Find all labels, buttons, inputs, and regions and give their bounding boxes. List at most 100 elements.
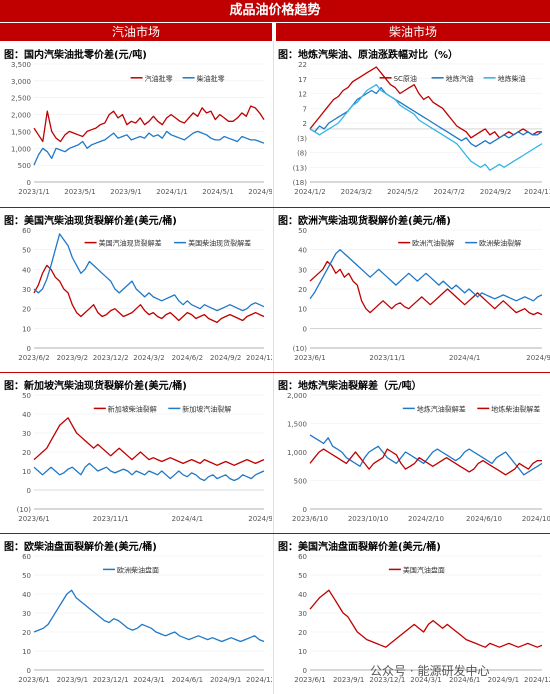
chart-title-p4: 图：欧洲汽柴油现货裂解价差(美元/桶) xyxy=(278,216,451,227)
x-tick-label: 2023/12/2 xyxy=(93,354,129,362)
row-divider xyxy=(0,533,550,534)
legend-label: 柴油批零 xyxy=(197,74,225,83)
y-tick-label: 1,000 xyxy=(287,449,307,457)
y-tick-label: 1,500 xyxy=(287,421,307,429)
chart-p2: (18) (13) (8) (3) 2 7 12 17 22 2024/1/2 2024/3/2 20… xyxy=(293,61,550,196)
y-tick-label: 10 xyxy=(298,306,307,314)
x-tick-label: 2023/10/10 xyxy=(348,515,388,523)
x-tick-label: 2023/12/1 xyxy=(369,676,405,684)
y-tick-label: 20 xyxy=(22,629,31,637)
y-tick-label: 40 xyxy=(22,591,31,599)
x-tick-label: 2024/6/1 xyxy=(172,676,203,684)
watermark-text: 公众号 · 能源研发中心 xyxy=(370,664,490,678)
y-tick-label: 30 xyxy=(298,266,307,274)
legend-label: 新加坡汽油裂解 xyxy=(182,404,231,413)
legend-label: 汽油批零 xyxy=(145,74,173,83)
legend-label: 美国柴油现货裂解差 xyxy=(188,239,251,248)
chart-title-p2: 图：地炼汽柴油、原油涨跌幅对比（%） xyxy=(278,50,459,61)
y-tick-label: 0 xyxy=(303,325,307,333)
series-line-2 xyxy=(33,130,265,166)
series-line-2 xyxy=(309,249,543,302)
x-tick-label: 2024/12/1 xyxy=(246,676,272,684)
y-tick-label: 2 xyxy=(303,120,307,128)
chart-title-p7: 图：欧柴油盘面裂解价差(美元/桶) xyxy=(4,542,157,553)
column-divider xyxy=(273,41,274,694)
chart-title-p3: 图：美国汽柴油现货裂解价差(美元/桶) xyxy=(4,216,177,227)
x-tick-label: 2023/6/1 xyxy=(294,676,325,684)
y-tick-label: 2,000 xyxy=(287,392,307,400)
x-tick-label: 2024/1/1 xyxy=(156,188,187,196)
y-tick-label: (13) xyxy=(293,164,308,172)
y-tick-label: 50 xyxy=(22,572,31,580)
legend-label: 欧洲柴油裂解 xyxy=(479,239,521,248)
column-header-gasoline: 汽油市场 xyxy=(0,23,272,41)
y-tick-label: 0 xyxy=(303,667,307,675)
y-tick-label: 22 xyxy=(298,61,307,69)
series-line-1 xyxy=(33,105,265,143)
x-tick-label: 2023/11/1 xyxy=(93,515,129,523)
y-tick-label: 10 xyxy=(22,325,31,333)
x-tick-label: 2024/6/2 xyxy=(172,354,203,362)
chart-p3: 0 10 20 30 40 50 60 2023/6/2 2023/9/2 2023/12/2 20… xyxy=(18,227,272,362)
legend-label: 美国汽油盘面 xyxy=(403,565,445,574)
chart-title-p5: 图：新加坡汽柴油现货裂解价差(美元/桶) xyxy=(4,381,187,392)
y-tick-label: 0 xyxy=(27,345,31,353)
legend-label: 欧洲柴油盘面 xyxy=(117,565,159,574)
y-tick-label: 60 xyxy=(22,553,31,561)
y-tick-label: 20 xyxy=(298,286,307,294)
x-tick-label: 2024/4/1 xyxy=(172,515,203,523)
legend-label: 地炼汽油 xyxy=(446,74,474,83)
chart-p1: 0 500 1,000 1,500 2,000 2,500 3,000 3,500 2023/1… xyxy=(11,61,272,196)
y-tick-label: 3,500 xyxy=(11,61,31,69)
y-tick-label: 30 xyxy=(22,610,31,618)
y-tick-label: 1,500 xyxy=(11,128,31,136)
series-line-1 xyxy=(33,264,265,324)
y-tick-label: 20 xyxy=(22,306,31,314)
y-tick-label: 20 xyxy=(298,629,307,637)
y-tick-label: (10) xyxy=(293,345,308,353)
x-tick-label: 2023/12/1 xyxy=(93,676,129,684)
y-tick-label: 3,000 xyxy=(11,78,31,86)
y-tick-label: 10 xyxy=(298,648,307,656)
legend-label: 地炼柴油裂解差 xyxy=(491,404,540,413)
x-tick-label: 2023/6/1 xyxy=(294,354,325,362)
series-line-1 xyxy=(309,260,543,316)
legend-label: 地炼柴油 xyxy=(498,74,526,83)
x-tick-label: 2024/9/1 xyxy=(488,676,519,684)
chart-title-p6: 图：地炼汽柴油裂解差（元/吨） xyxy=(278,381,422,392)
x-tick-label: 2024/7/2 xyxy=(433,188,464,196)
x-tick-label: 2024/2/10 xyxy=(408,515,444,523)
y-tick-label: 7 xyxy=(303,105,307,113)
series-line-1 xyxy=(309,589,543,648)
x-tick-label: 2023/9/1 xyxy=(110,188,141,196)
y-tick-label: 30 xyxy=(22,286,31,294)
y-tick-label: 40 xyxy=(22,266,31,274)
y-tick-label: 2,000 xyxy=(11,112,31,120)
series-line-3 xyxy=(309,84,543,171)
legend-label: 欧洲汽油裂解 xyxy=(412,239,454,248)
y-tick-label: 1,000 xyxy=(11,145,31,153)
row-divider xyxy=(0,372,550,373)
y-tick-label: 500 xyxy=(294,478,307,486)
y-tick-label: 60 xyxy=(298,553,307,561)
x-tick-label: 2024/12/1 xyxy=(524,676,550,684)
y-tick-label: (18) xyxy=(293,179,308,187)
chart-title-p1: 图：国内汽柴油批零价差(元/吨) xyxy=(4,50,147,61)
y-tick-label: 50 xyxy=(298,572,307,580)
y-tick-label: 40 xyxy=(22,411,31,419)
series-line-2 xyxy=(309,448,542,476)
x-tick-label: 2023/6/10 xyxy=(292,515,328,523)
x-tick-label: 2023/6/2 xyxy=(18,354,49,362)
chart-p4: (10) 0 10 20 30 40 50 2023/6/1 2023/11/1 2024/4/1… xyxy=(293,227,550,362)
x-tick-label: 2024/11/2 xyxy=(524,188,550,196)
x-tick-label: 2023/6/1 xyxy=(18,676,49,684)
x-tick-label: 2023/1/1 xyxy=(18,188,49,196)
x-tick-label: 2023/9/1 xyxy=(57,676,88,684)
x-tick-label: 2024/5/2 xyxy=(387,188,418,196)
x-tick-label: 2023/9/1 xyxy=(333,676,364,684)
page-title: 成品油价格趋势 xyxy=(229,3,321,18)
x-tick-label: 2023/6/1 xyxy=(18,515,49,523)
x-tick-label: 2024/9/2 xyxy=(210,354,241,362)
series-line-2 xyxy=(33,233,265,312)
chart-p8: 0 10 20 30 40 50 60 2023/6/1 2023/9/1 2023/12/1 20… xyxy=(294,553,550,684)
